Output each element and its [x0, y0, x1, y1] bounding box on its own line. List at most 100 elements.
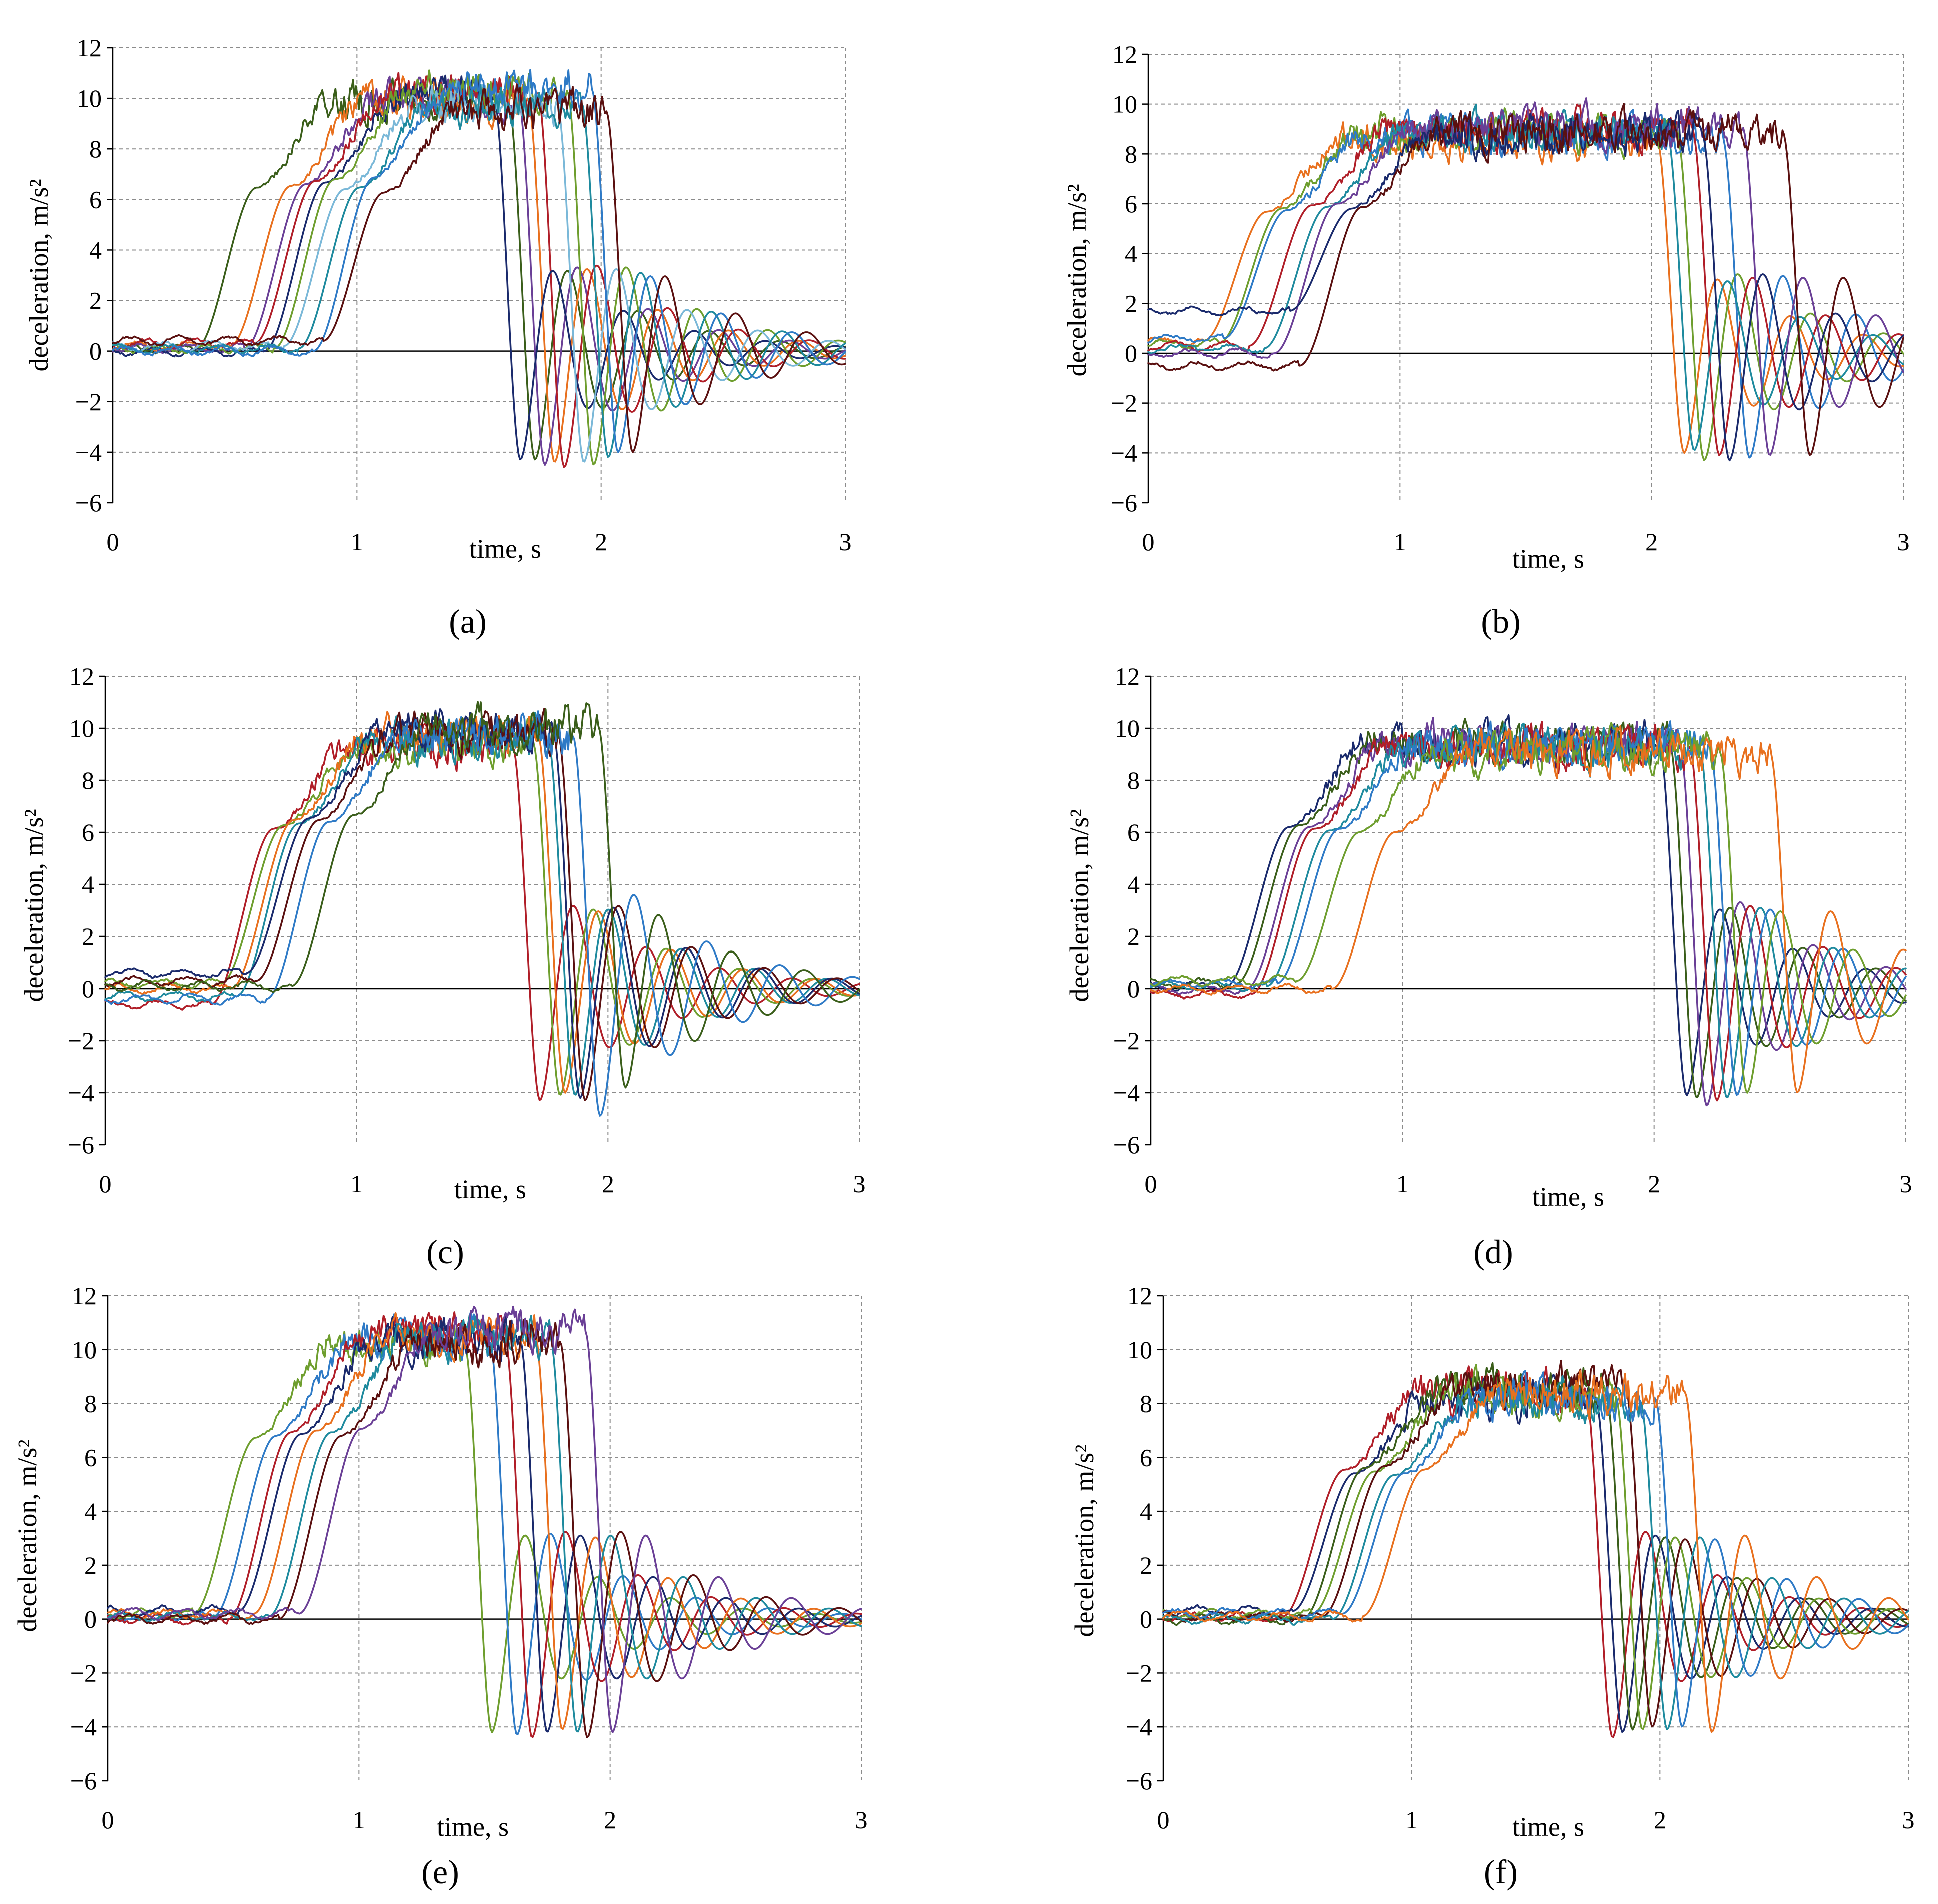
x-axis-label: time, s — [454, 1174, 526, 1204]
y-tick-label: 0 — [1127, 975, 1140, 1003]
y-tick-label: 8 — [1140, 1390, 1152, 1418]
y-tick-label: 2 — [1125, 289, 1137, 317]
y-tick-label: 8 — [1127, 766, 1140, 794]
y-tick-label: −6 — [1113, 1131, 1140, 1159]
y-tick-label: −4 — [1111, 439, 1137, 467]
series-line-f-8 — [1162, 1369, 1909, 1733]
panel-caption: (f) — [1484, 1853, 1518, 1891]
series-line-c-6 — [104, 708, 860, 1101]
y-tick-label: −2 — [1126, 1659, 1152, 1687]
y-tick-label: −4 — [70, 1713, 97, 1741]
y-tick-label: 0 — [1140, 1605, 1152, 1633]
series-line-b-8 — [1147, 103, 1904, 456]
y-tick-label: 10 — [69, 714, 94, 742]
y-tick-label: 4 — [1127, 870, 1140, 898]
x-tick-label: 0 — [102, 1806, 114, 1834]
y-tick-label: 2 — [89, 287, 102, 315]
y-tick-label: 10 — [77, 84, 102, 112]
y-tick-label: 4 — [89, 236, 102, 264]
y-tick-label: 6 — [1125, 190, 1137, 218]
x-tick-label: 1 — [1405, 1806, 1418, 1834]
series-line-c-1 — [104, 723, 860, 1101]
x-tick-label: 0 — [1157, 1806, 1170, 1834]
y-tick-label: 10 — [1115, 714, 1140, 742]
x-tick-label: 3 — [839, 528, 852, 556]
panel-caption: (a) — [449, 602, 486, 640]
x-axis-label: time, s — [1512, 544, 1584, 574]
y-tick-label: 0 — [84, 1605, 97, 1633]
y-tick-label: 0 — [82, 975, 94, 1003]
series-line-f-2 — [1162, 1374, 1909, 1733]
series-line-c-8 — [104, 701, 860, 1089]
x-tick-label: 0 — [99, 1170, 112, 1198]
series-line-b-5 — [1147, 104, 1904, 451]
y-tick-label: 10 — [1112, 90, 1137, 118]
series-line-e-1 — [107, 1324, 862, 1733]
x-tick-label: 2 — [602, 1170, 614, 1198]
series-line-e-6 — [107, 1314, 862, 1733]
y-tick-label: 8 — [89, 135, 102, 163]
y-tick-label: 0 — [89, 337, 102, 365]
x-tick-label: 0 — [1142, 528, 1155, 556]
x-tick-label: 2 — [595, 528, 607, 556]
series-line-a-7 — [112, 80, 846, 463]
y-tick-label: 12 — [77, 34, 102, 62]
y-tick-label: 6 — [84, 1443, 97, 1471]
series-line-b-1 — [1147, 112, 1904, 454]
y-tick-label: 6 — [1140, 1443, 1152, 1471]
y-tick-label: −4 — [75, 438, 102, 466]
y-tick-label: 2 — [82, 922, 94, 950]
series-line-d-8 — [1150, 725, 1907, 1094]
x-tick-label: 3 — [1900, 1170, 1912, 1198]
x-axis-label: time, s — [1512, 1812, 1584, 1842]
series-line-f-4 — [1162, 1364, 1909, 1730]
y-tick-label: −4 — [1113, 1079, 1140, 1107]
x-tick-label: 0 — [107, 528, 119, 556]
x-tick-label: 1 — [353, 1806, 365, 1834]
series-line-d-3 — [1150, 717, 1907, 1107]
series-line-a-2 — [112, 75, 846, 463]
series-line-a-3 — [112, 75, 846, 466]
series-line-b-7 — [1147, 110, 1904, 462]
panel-caption: (c) — [426, 1233, 464, 1271]
panel-caption: (b) — [1481, 602, 1520, 640]
series-line-d-7 — [1150, 722, 1907, 1094]
x-tick-label: 1 — [1394, 528, 1406, 556]
y-tick-label: 2 — [1140, 1551, 1152, 1579]
panel-caption: (d) — [1473, 1233, 1513, 1271]
y-tick-label: −6 — [1111, 489, 1137, 517]
series-line-e-8 — [107, 1305, 862, 1733]
series-line-b-3 — [1147, 108, 1904, 459]
y-tick-label: 8 — [1125, 140, 1137, 168]
y-tick-label: 8 — [84, 1390, 97, 1418]
y-tick-label: −6 — [75, 489, 102, 517]
y-axis-label: deceleration, m/s² — [12, 1439, 42, 1632]
y-tick-label: 12 — [1112, 40, 1137, 68]
x-axis-label: time, s — [437, 1812, 509, 1842]
y-tick-label: −4 — [1126, 1713, 1152, 1741]
x-tick-label: 3 — [855, 1806, 868, 1834]
series-line-c-3 — [104, 711, 860, 1094]
y-tick-label: 4 — [82, 870, 94, 898]
x-tick-label: 3 — [1897, 528, 1910, 556]
y-tick-label: −2 — [68, 1027, 94, 1055]
x-tick-label: 3 — [1902, 1806, 1915, 1834]
y-tick-label: −6 — [68, 1131, 94, 1159]
x-tick-label: 1 — [350, 1170, 363, 1198]
y-tick-label: 4 — [1140, 1497, 1152, 1525]
series-line-a-10 — [112, 84, 846, 453]
x-axis-label: time, s — [1532, 1182, 1604, 1212]
series-line-d-4 — [1150, 720, 1907, 1102]
series-line-c-7 — [104, 710, 860, 1117]
x-tick-label: 1 — [1396, 1170, 1409, 1198]
series-line-c-5 — [104, 708, 860, 1099]
series-line-a-8 — [112, 84, 846, 458]
x-tick-label: 2 — [1645, 528, 1658, 556]
y-tick-label: 6 — [82, 818, 94, 846]
series-line-b-4 — [1147, 103, 1904, 456]
